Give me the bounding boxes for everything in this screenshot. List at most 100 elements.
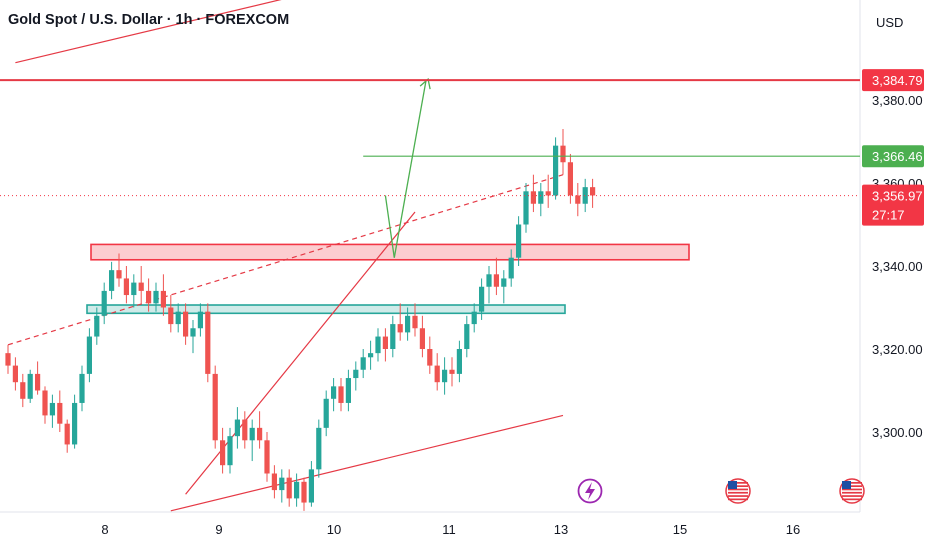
support-resistance-zones[interactable] — [86, 243, 690, 315]
x-tick-label: 15 — [673, 522, 687, 537]
candle — [516, 216, 522, 266]
candle-body — [590, 187, 596, 196]
candle-body — [442, 369, 448, 383]
flag-stripe — [842, 491, 862, 494]
resistance-price-badge-text: 3,384.79 — [872, 73, 923, 88]
grid — [0, 0, 861, 513]
y-tick-label: 3,300.00 — [872, 425, 923, 440]
y-axis: 3,380.003,360.003,340.003,320.003,300.00 — [872, 93, 923, 440]
candle — [64, 419, 70, 453]
candle-body — [471, 311, 477, 325]
candle-body — [353, 369, 359, 379]
candle — [109, 261, 115, 300]
event-markers[interactable] — [577, 478, 865, 504]
candle-body — [20, 382, 26, 399]
candle-body — [64, 423, 70, 445]
flag-stripe — [842, 498, 862, 501]
candle-body — [42, 390, 48, 416]
candle — [49, 394, 55, 428]
candle-body — [582, 187, 588, 204]
candle — [257, 411, 263, 449]
candle — [412, 303, 418, 337]
resistance-price-badge: 3,384.79 — [862, 69, 924, 92]
candle-body — [427, 349, 433, 366]
candle-body — [116, 270, 122, 279]
candle-body — [168, 307, 174, 325]
candle — [456, 340, 462, 383]
candle — [427, 336, 433, 374]
lower-channel-line[interactable] — [170, 414, 564, 512]
candle — [153, 282, 159, 312]
forecast-up-leg[interactable] — [393, 79, 427, 258]
candle-body — [434, 365, 440, 383]
candle — [323, 390, 329, 437]
candle — [72, 394, 78, 449]
dashed-trendline[interactable] — [7, 174, 564, 346]
y-tick-label: 3,380.00 — [872, 93, 923, 108]
candle-body — [501, 278, 507, 287]
y-tick-label: 3,340.00 — [872, 259, 923, 274]
candle-body — [338, 386, 344, 403]
candle-body — [286, 477, 292, 499]
candle-body — [212, 373, 218, 441]
candle — [553, 137, 559, 200]
candle — [308, 461, 314, 507]
candle-body — [153, 290, 159, 304]
candle-body — [109, 270, 115, 291]
candle — [345, 369, 351, 412]
candle-body — [486, 274, 492, 287]
candle-body — [131, 282, 137, 296]
flag-stripe — [728, 488, 748, 491]
candle — [397, 303, 403, 341]
candle-body — [456, 349, 462, 374]
forecast-down-leg[interactable] — [384, 195, 395, 258]
candle-body — [553, 145, 559, 196]
candle — [360, 349, 366, 379]
support-zone[interactable] — [86, 304, 566, 315]
candle — [20, 373, 26, 408]
candle — [146, 278, 152, 312]
candle — [57, 390, 63, 432]
candle-body — [575, 195, 581, 204]
candle-body — [264, 440, 270, 474]
candle — [123, 266, 129, 304]
candle — [86, 328, 92, 383]
candle — [301, 477, 307, 511]
candle — [434, 353, 440, 391]
candle-body — [449, 369, 455, 374]
candle-body — [301, 481, 307, 503]
candle — [338, 378, 344, 412]
candle — [560, 129, 566, 175]
candle — [331, 378, 337, 412]
flag-stripe — [728, 495, 748, 497]
x-tick-label: 9 — [215, 522, 222, 537]
candle — [567, 153, 573, 204]
candle-body — [160, 290, 166, 308]
candle — [375, 328, 381, 362]
currency-label[interactable]: USD — [876, 15, 904, 30]
price-level-lines[interactable] — [0, 79, 860, 197]
candle — [94, 307, 100, 345]
candle — [286, 469, 292, 507]
candle-body — [294, 481, 300, 499]
candle — [523, 183, 529, 233]
us-flag-icon[interactable] — [839, 478, 865, 504]
resistance-zone[interactable] — [90, 243, 690, 261]
flag-canton — [842, 481, 851, 489]
candle-body — [412, 315, 418, 329]
upper-channel-line[interactable] — [15, 0, 452, 64]
candle-body — [123, 278, 129, 296]
candle-body — [516, 224, 522, 258]
candle — [419, 315, 425, 358]
symbol-title[interactable]: Gold Spot / U.S. Dollar · 1h · FOREXCOM — [8, 12, 290, 28]
candle-body — [227, 436, 233, 466]
candle — [175, 303, 181, 333]
candle-body — [375, 336, 381, 354]
lightning-icon[interactable] — [577, 478, 603, 504]
candle — [479, 278, 485, 320]
candle — [279, 469, 285, 503]
us-flag-icon[interactable] — [725, 478, 751, 504]
candle-body — [464, 324, 470, 349]
candle-body — [538, 191, 544, 204]
